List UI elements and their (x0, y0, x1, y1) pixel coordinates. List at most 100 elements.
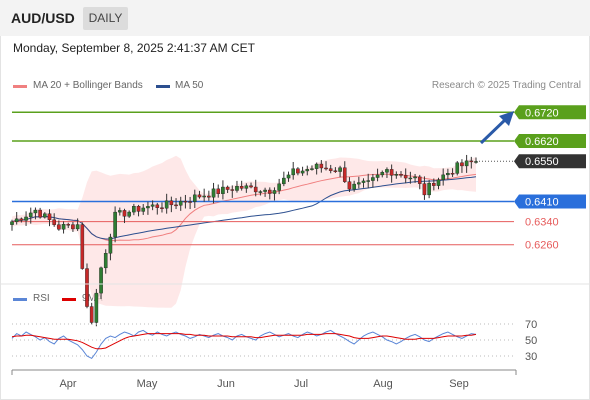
candle-body (160, 207, 164, 209)
candle-body (399, 174, 403, 176)
candle (52, 213, 56, 227)
ma50-legend-label: MA 50 (175, 80, 204, 91)
candle (61, 221, 66, 234)
candle (99, 266, 103, 300)
candle (436, 177, 441, 190)
candle (399, 171, 403, 178)
ma50-legend-swatch (156, 85, 170, 88)
candle-body (291, 168, 296, 176)
candle (24, 211, 28, 226)
candles-layer (10, 154, 478, 327)
candle (408, 171, 413, 184)
candle (328, 164, 333, 174)
candle (38, 207, 42, 219)
candle-body (249, 185, 253, 188)
level-tag-0.6620 (514, 134, 586, 149)
level-label-0.6720: 0.6720 (525, 107, 559, 119)
candle (94, 288, 99, 327)
candle (296, 167, 300, 176)
candle-body (132, 206, 136, 213)
candle (366, 173, 371, 189)
candle-body (221, 186, 225, 194)
candle (267, 187, 272, 200)
candle (150, 200, 155, 211)
candle (225, 185, 230, 194)
header-bar: AUD/USD DAILY (0, 0, 590, 36)
candle (460, 159, 464, 173)
candle (263, 187, 267, 197)
candle-body (164, 200, 169, 209)
candle-body (207, 195, 211, 198)
candle (43, 212, 47, 219)
x-tick-May: May (137, 378, 158, 390)
candle (450, 168, 455, 177)
ma50-line (11, 176, 477, 240)
candle-body (310, 168, 314, 170)
candle-body (99, 267, 103, 294)
candle (422, 176, 427, 200)
candle-body (225, 186, 230, 190)
candle-body (258, 191, 263, 193)
candle-body (122, 210, 127, 217)
candle (338, 165, 342, 178)
candle (202, 188, 206, 202)
x-tick-Aug: Aug (373, 378, 393, 390)
candle-body (417, 176, 422, 184)
ma20-legend-swatch (13, 85, 27, 88)
target-arrow-shaft (479, 116, 509, 145)
candle-body (150, 204, 155, 207)
candle-body (188, 201, 192, 203)
candle (361, 178, 366, 188)
candle-body (43, 213, 47, 218)
candle-body (408, 177, 413, 180)
candle-body (10, 221, 14, 225)
candle-body (455, 162, 460, 174)
candle (347, 177, 352, 193)
candle (113, 206, 117, 243)
candle-body (460, 162, 464, 167)
candle (357, 176, 361, 189)
candle (19, 217, 24, 223)
candle-body (47, 213, 52, 220)
level-tag-0.6550 (514, 154, 586, 169)
candle (324, 161, 328, 171)
x-tick-Jul: Jul (294, 378, 308, 390)
candle (272, 187, 277, 201)
candle-body (169, 200, 174, 206)
candle-body (342, 167, 347, 182)
candle-body (464, 160, 469, 167)
candle-body (94, 292, 99, 323)
candle-body (305, 169, 310, 172)
rsi-legend-label: RSI (33, 293, 50, 304)
level-label-0.6260: 0.6260 (525, 240, 559, 252)
candle-body (61, 224, 66, 230)
candle-body (75, 224, 80, 230)
candle-body (347, 181, 352, 190)
candle (394, 171, 399, 179)
candle (216, 184, 221, 198)
candle-body (394, 174, 399, 176)
candle (146, 201, 150, 215)
candle-body (267, 189, 272, 194)
candle-body (432, 182, 436, 186)
candle-body (300, 170, 305, 174)
candle-body (474, 161, 478, 163)
x-axis: Apr May Jun Jul Aug Sep (11, 369, 517, 390)
candle (141, 204, 146, 215)
candle (122, 208, 127, 224)
candle-body (328, 168, 333, 171)
candle (253, 179, 258, 197)
candle (47, 209, 52, 227)
candle-body (117, 210, 122, 213)
candle (413, 173, 417, 183)
candle (455, 161, 460, 176)
candle-body (389, 169, 394, 176)
candle-body (24, 216, 28, 221)
x-tick-Jun: Jun (217, 378, 235, 390)
candle (305, 165, 310, 176)
period-badge[interactable]: DAILY (83, 7, 128, 30)
candle (286, 171, 291, 182)
candle (300, 166, 305, 176)
rsi-ma-legend-swatch (62, 298, 76, 301)
candle-body (314, 163, 319, 169)
